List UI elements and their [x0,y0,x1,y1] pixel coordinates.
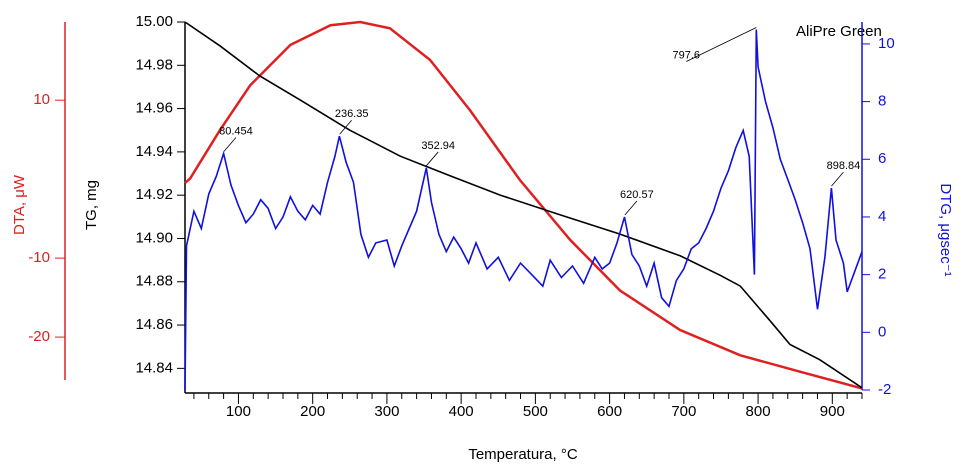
y2-tick-label: 2 [878,266,886,283]
annotation-leader [425,151,439,167]
y3-tick-label: 10 [33,91,50,108]
x-tick-label: 900 [820,403,845,420]
y-tick-label: 14.90 [135,229,173,246]
y-tick-label: 14.86 [135,316,173,333]
y-tick-label: 15.00 [135,13,173,30]
annotation-leader [624,200,638,216]
y2-tick-label: 6 [878,150,886,167]
x-tick-label: 300 [374,403,399,420]
y-tick-label: 14.94 [135,143,173,160]
annotation-label: 898.84 [827,160,861,172]
annotation-leader [223,137,237,152]
y-axis-label: TG, mg [83,180,100,230]
line-dtg [184,29,863,391]
x-tick-label: 700 [671,403,696,420]
x-tick-label: 100 [226,403,251,420]
y2-tick-label: 8 [878,93,886,110]
y-tick-label: 14.96 [135,100,173,117]
x-tick-label: 800 [746,403,771,420]
y-tick-label: 14.84 [135,359,173,376]
y3-tick-label: -20 [28,328,50,345]
x-tick-label: 200 [300,403,325,420]
x-tick-label: 600 [597,403,622,420]
y2-tick-label: 10 [878,35,895,52]
y3-tick-label: -10 [28,249,50,266]
annotation-label: 797.6 [673,49,701,61]
x-tick-label: 400 [449,403,474,420]
annotation-label: 620.57 [620,189,654,201]
y2-tick-label: 4 [878,208,886,225]
y3-axis-label: DTA, μW [11,174,28,235]
annotation-label: 236.35 [335,108,369,120]
x-tick-label: 500 [523,403,548,420]
annotation-leader [686,27,757,62]
y2-axis-label: DTG, μgsec⁻¹ [937,183,954,276]
y-tick-label: 14.98 [135,56,173,73]
annotation-leader [339,119,352,135]
line-dta [184,20,863,390]
y2-tick-label: 0 [878,323,886,340]
annotation-label: 80.454 [219,125,253,137]
y-tick-label: 14.88 [135,273,173,290]
y-tick-label: 14.92 [135,186,173,203]
annotation-label: 352.94 [421,140,455,152]
x-axis-label: Temperatura, °C [468,446,578,463]
y2-tick-label: -2 [878,381,891,398]
chart-title: AliPre Green [796,23,882,40]
annotation-leader [831,171,844,187]
line-tg [184,21,863,389]
